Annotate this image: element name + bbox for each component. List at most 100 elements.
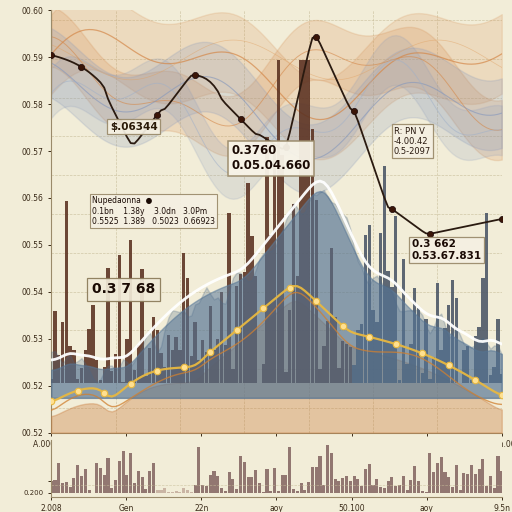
- Bar: [152, 317, 155, 383]
- Bar: [99, 380, 102, 383]
- Bar: [447, 477, 450, 493]
- Bar: [250, 477, 253, 493]
- Bar: [235, 489, 238, 493]
- Point: [232, 326, 241, 334]
- Bar: [322, 346, 326, 383]
- Bar: [398, 485, 401, 493]
- Bar: [333, 317, 337, 383]
- Bar: [284, 372, 288, 383]
- Bar: [353, 476, 356, 493]
- Point: [312, 33, 321, 41]
- Bar: [69, 487, 72, 493]
- Bar: [106, 458, 110, 493]
- Bar: [356, 479, 359, 493]
- Bar: [156, 490, 159, 493]
- Bar: [345, 476, 348, 493]
- Point: [77, 63, 86, 71]
- Bar: [288, 447, 291, 493]
- Bar: [189, 356, 193, 383]
- Bar: [394, 486, 397, 493]
- Bar: [424, 492, 428, 493]
- Bar: [455, 465, 458, 493]
- Bar: [488, 375, 492, 383]
- Bar: [295, 276, 299, 383]
- Bar: [500, 374, 503, 383]
- Bar: [276, 60, 280, 383]
- Bar: [163, 367, 166, 383]
- Bar: [459, 489, 462, 493]
- Bar: [417, 308, 420, 383]
- Point: [237, 115, 245, 123]
- Bar: [69, 346, 72, 383]
- Bar: [307, 60, 310, 383]
- Point: [259, 304, 267, 312]
- Bar: [194, 322, 197, 383]
- Bar: [83, 350, 87, 383]
- Bar: [436, 463, 439, 493]
- Bar: [220, 292, 223, 383]
- Bar: [152, 462, 155, 493]
- Bar: [402, 476, 405, 493]
- Bar: [114, 354, 117, 383]
- Point: [365, 333, 373, 341]
- Bar: [292, 204, 295, 383]
- Bar: [330, 248, 333, 383]
- Bar: [227, 214, 231, 383]
- Bar: [429, 453, 431, 493]
- Bar: [349, 348, 352, 383]
- Bar: [500, 471, 503, 493]
- Bar: [212, 350, 216, 383]
- Bar: [334, 479, 337, 493]
- Bar: [470, 379, 473, 383]
- Bar: [159, 490, 162, 493]
- Bar: [239, 274, 242, 383]
- Bar: [190, 492, 193, 493]
- Bar: [277, 491, 280, 493]
- Point: [47, 397, 55, 406]
- Bar: [194, 485, 197, 493]
- Bar: [148, 348, 152, 383]
- Bar: [197, 360, 201, 383]
- Point: [74, 387, 82, 395]
- Bar: [269, 491, 272, 493]
- Bar: [228, 472, 231, 493]
- Bar: [61, 322, 65, 383]
- Bar: [390, 287, 394, 383]
- Bar: [489, 476, 492, 493]
- Bar: [337, 481, 340, 493]
- Bar: [80, 476, 83, 493]
- Text: R: PN V
-4.00.42
0.5-2097: R: PN V -4.00.42 0.5-2097: [394, 126, 431, 156]
- Bar: [208, 306, 212, 383]
- Bar: [409, 345, 413, 383]
- Bar: [53, 480, 56, 493]
- Text: 0.3760
0.05.04.660: 0.3760 0.05.04.660: [231, 144, 311, 172]
- Text: 0.3 7 68: 0.3 7 68: [92, 283, 155, 296]
- Bar: [80, 368, 83, 383]
- Bar: [368, 464, 371, 493]
- Bar: [57, 355, 60, 383]
- Bar: [65, 201, 68, 383]
- Bar: [311, 129, 314, 383]
- Bar: [133, 371, 136, 383]
- Bar: [170, 350, 174, 383]
- Bar: [50, 481, 53, 493]
- Bar: [391, 477, 394, 493]
- Bar: [372, 485, 375, 493]
- Bar: [406, 364, 409, 383]
- Bar: [121, 382, 125, 383]
- Bar: [103, 475, 106, 493]
- Bar: [382, 166, 386, 383]
- Bar: [205, 352, 208, 383]
- Bar: [254, 276, 258, 383]
- Bar: [159, 353, 163, 383]
- Bar: [250, 236, 253, 383]
- Point: [392, 340, 400, 348]
- Bar: [462, 350, 465, 383]
- Bar: [466, 346, 470, 383]
- Bar: [258, 483, 261, 493]
- Bar: [432, 356, 435, 383]
- Bar: [383, 488, 386, 493]
- Bar: [201, 485, 204, 493]
- Bar: [197, 447, 200, 493]
- Point: [126, 379, 135, 388]
